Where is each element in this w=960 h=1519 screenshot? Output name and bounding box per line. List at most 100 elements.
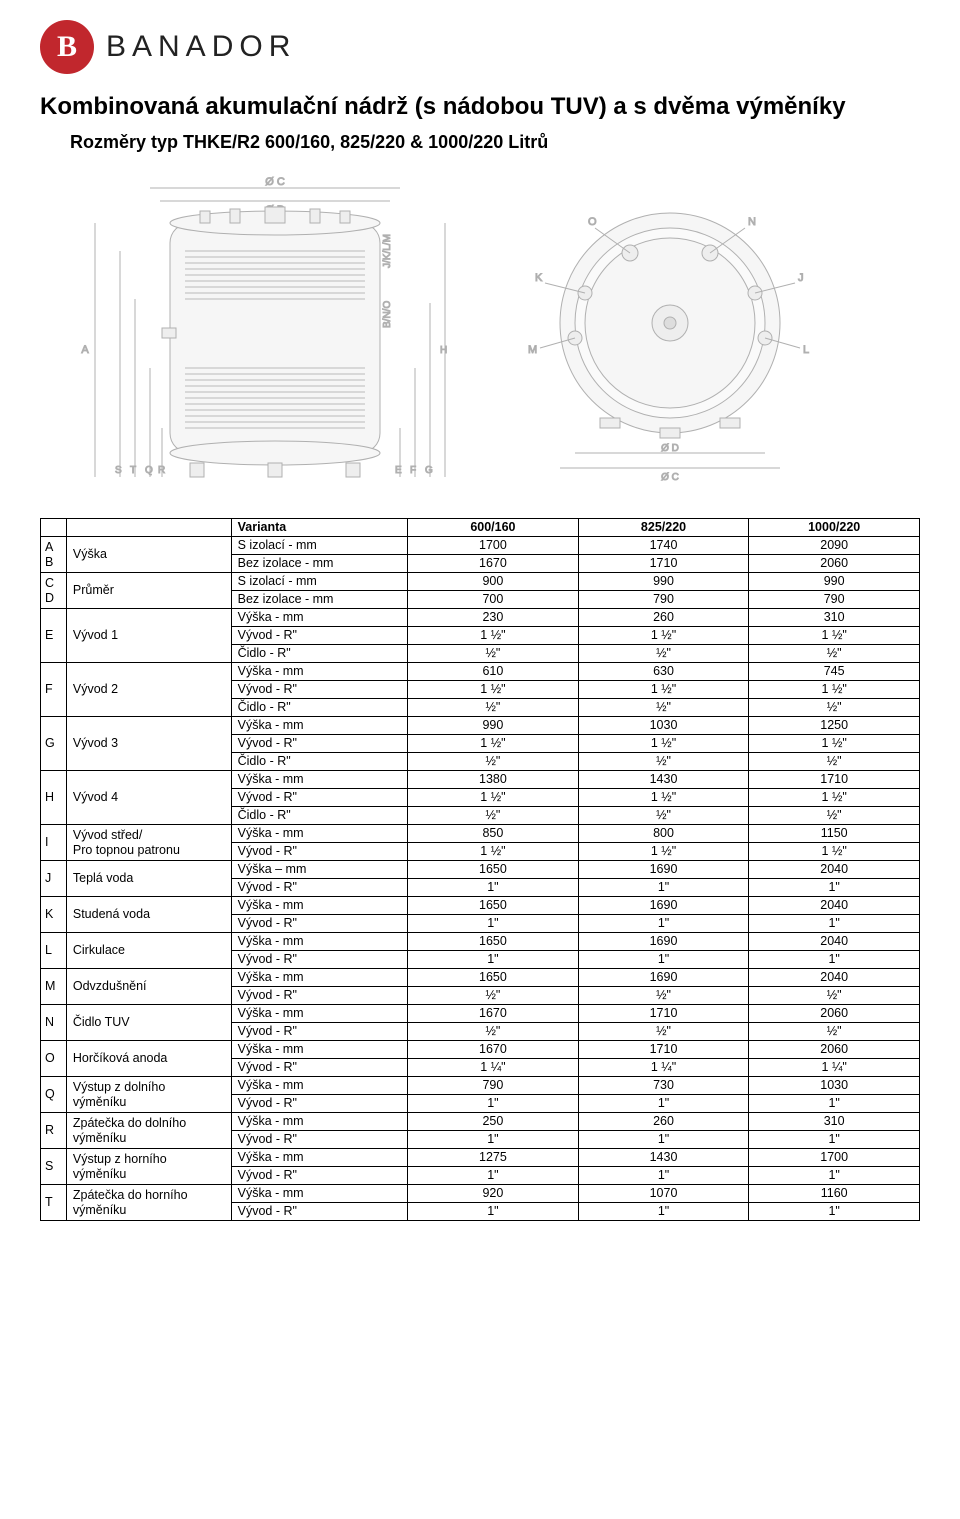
logo-text: BANADOR bbox=[106, 30, 296, 64]
value-cell: 2040 bbox=[749, 933, 920, 951]
value-cell: 1" bbox=[578, 1131, 749, 1149]
param-label: Výška - mm bbox=[231, 1149, 408, 1167]
diagram-top: O N K J M L Ø D Ø C bbox=[510, 183, 830, 483]
table-row: FVývod 2Výška - mm610630745 bbox=[41, 663, 920, 681]
svg-text:L: L bbox=[803, 344, 809, 356]
value-cell: 900 bbox=[408, 573, 579, 591]
value-cell: 1 ½" bbox=[408, 627, 579, 645]
value-cell: 1 ½" bbox=[578, 789, 749, 807]
svg-text:Ø C: Ø C bbox=[661, 472, 679, 483]
param-label: Vývod - R" bbox=[231, 951, 408, 969]
row-letter: I bbox=[41, 825, 67, 861]
value-cell: 1710 bbox=[578, 1041, 749, 1059]
group-label: Zpátečka do dolníhovýměníku bbox=[66, 1113, 231, 1149]
value-cell: 2040 bbox=[749, 861, 920, 879]
value-cell: 1" bbox=[578, 1203, 749, 1221]
row-letter: F bbox=[41, 663, 67, 717]
group-label: Průměr bbox=[66, 573, 231, 609]
value-cell: ½" bbox=[408, 987, 579, 1005]
group-label: Vývod 4 bbox=[66, 771, 231, 825]
param-label: Výška - mm bbox=[231, 771, 408, 789]
svg-text:E: E bbox=[395, 465, 402, 476]
svg-text:Q: Q bbox=[145, 465, 153, 476]
value-cell: 1710 bbox=[578, 555, 749, 573]
table-row: OHorčíková anodaVýška - mm167017102060 bbox=[41, 1041, 920, 1059]
value-cell: 250 bbox=[408, 1113, 579, 1131]
value-cell: 1670 bbox=[408, 555, 579, 573]
value-cell: ½" bbox=[408, 753, 579, 771]
value-cell: 700 bbox=[408, 591, 579, 609]
value-cell: 1" bbox=[578, 1167, 749, 1185]
svg-text:S: S bbox=[115, 465, 122, 476]
row-letter: O bbox=[41, 1041, 67, 1077]
value-cell: ½" bbox=[749, 987, 920, 1005]
row-letter: Q bbox=[41, 1077, 67, 1113]
page-subtitle: Rozměry typ THKE/R2 600/160, 825/220 & 1… bbox=[70, 132, 920, 153]
param-label: Vývod - R" bbox=[231, 789, 408, 807]
param-label: Výška - mm bbox=[231, 717, 408, 735]
table-row: SVýstup z horníhovýměníkuVýška - mm12751… bbox=[41, 1149, 920, 1167]
value-cell: ½" bbox=[749, 807, 920, 825]
value-cell: 1430 bbox=[578, 1149, 749, 1167]
param-label: Vývod - R" bbox=[231, 1095, 408, 1113]
svg-text:M: M bbox=[528, 344, 537, 356]
row-letter: S bbox=[41, 1149, 67, 1185]
value-cell: 1700 bbox=[408, 537, 579, 555]
param-label: Výška - mm bbox=[231, 1005, 408, 1023]
row-letter: H bbox=[41, 771, 67, 825]
value-cell: ½" bbox=[578, 699, 749, 717]
value-cell: 1" bbox=[578, 951, 749, 969]
value-cell: ½" bbox=[749, 699, 920, 717]
value-cell: 1 ½" bbox=[749, 789, 920, 807]
param-label: Bez izolace - mm bbox=[231, 555, 408, 573]
header-col2: 825/220 bbox=[578, 519, 749, 537]
value-cell: 1 ½" bbox=[578, 735, 749, 753]
value-cell: 1690 bbox=[578, 861, 749, 879]
value-cell: 2060 bbox=[749, 1005, 920, 1023]
svg-text:J: J bbox=[798, 272, 804, 284]
value-cell: ½" bbox=[578, 1023, 749, 1041]
param-label: Výška - mm bbox=[231, 825, 408, 843]
value-cell: 1 ½" bbox=[578, 681, 749, 699]
spec-table: Varianta600/160825/2201000/220ABVýškaS i… bbox=[40, 518, 920, 1221]
param-label: Vývod - R" bbox=[231, 987, 408, 1005]
value-cell: 1 ¼" bbox=[749, 1059, 920, 1077]
value-cell: 1275 bbox=[408, 1149, 579, 1167]
value-cell: 790 bbox=[408, 1077, 579, 1095]
svg-text:Ø D: Ø D bbox=[661, 443, 679, 454]
value-cell: 1650 bbox=[408, 897, 579, 915]
dim-label: A bbox=[81, 344, 89, 356]
value-cell: ½" bbox=[749, 1023, 920, 1041]
param-label: Vývod - R" bbox=[231, 1023, 408, 1041]
value-cell: 990 bbox=[749, 573, 920, 591]
svg-text:R: R bbox=[158, 465, 165, 476]
svg-text:O: O bbox=[588, 216, 597, 228]
value-cell: ½" bbox=[578, 753, 749, 771]
value-cell: 1" bbox=[408, 1131, 579, 1149]
row-letter: R bbox=[41, 1113, 67, 1149]
row-letter: CD bbox=[41, 573, 67, 609]
logo-mark: B bbox=[40, 20, 94, 74]
value-cell: 1 ¼" bbox=[578, 1059, 749, 1077]
svg-text:B/N/O: B/N/O bbox=[382, 301, 393, 328]
param-label: Čidlo - R" bbox=[231, 699, 408, 717]
value-cell: 2060 bbox=[749, 1041, 920, 1059]
value-cell: 1740 bbox=[578, 537, 749, 555]
svg-text:J/K/L/M: J/K/L/M bbox=[382, 234, 393, 268]
value-cell: 1030 bbox=[578, 717, 749, 735]
value-cell: 1650 bbox=[408, 933, 579, 951]
value-cell: 1 ½" bbox=[749, 627, 920, 645]
group-label: Odvzdušnění bbox=[66, 969, 231, 1005]
param-label: Čidlo - R" bbox=[231, 807, 408, 825]
value-cell: 1670 bbox=[408, 1041, 579, 1059]
param-label: Vývod - R" bbox=[231, 735, 408, 753]
group-label: Vývod 3 bbox=[66, 717, 231, 771]
param-label: Čidlo - R" bbox=[231, 645, 408, 663]
table-header-row: Varianta600/160825/2201000/220 bbox=[41, 519, 920, 537]
table-row: IVývod střed/Pro topnou patronuVýška - m… bbox=[41, 825, 920, 843]
value-cell: ½" bbox=[408, 645, 579, 663]
table-row: CDPrůměrS izolací - mm900990990 bbox=[41, 573, 920, 591]
value-cell: 790 bbox=[749, 591, 920, 609]
group-label: Výška bbox=[66, 537, 231, 573]
value-cell: 1250 bbox=[749, 717, 920, 735]
